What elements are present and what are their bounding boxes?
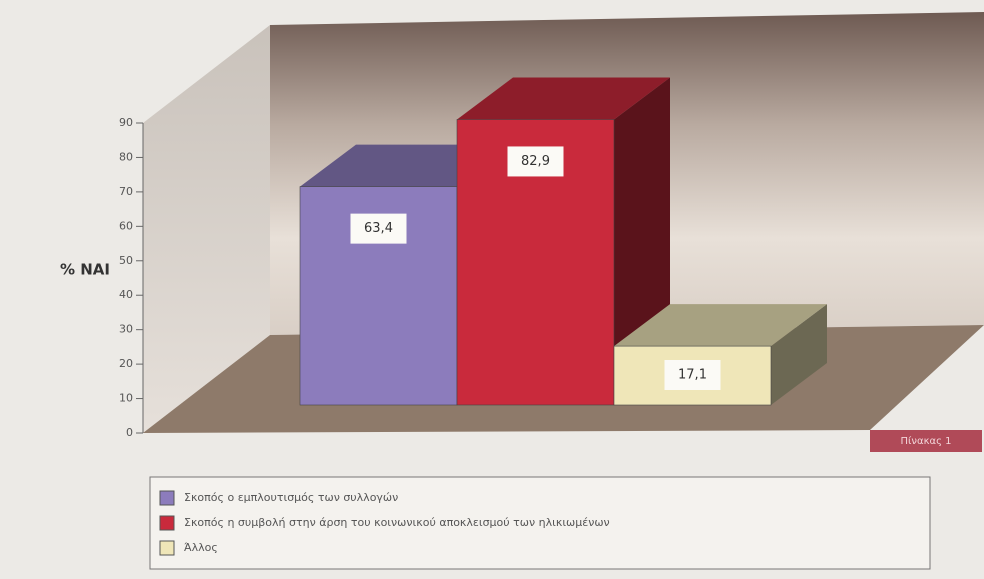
side-wall: [143, 25, 270, 433]
y-tick-label: 0: [126, 426, 133, 439]
value-label-box: [664, 360, 721, 390]
annotation: Πίνακας 1: [901, 435, 952, 447]
legend-swatch: [159, 515, 175, 531]
legend: [149, 476, 931, 570]
legend-swatch: [159, 540, 175, 556]
bar-side: [771, 304, 827, 405]
value-label: 17,1: [678, 368, 707, 383]
value-label-box: [507, 146, 564, 177]
legend-label: Σκοπός η συμβολή στην άρση του κοινωνικο…: [184, 516, 610, 529]
y-tick-label: 20: [119, 357, 133, 370]
y-tick-label: 90: [119, 116, 133, 129]
y-tick-label: 50: [119, 254, 133, 267]
value-label: 63,4: [364, 221, 393, 236]
y-tick-label: 70: [119, 185, 133, 198]
bar-top: [457, 77, 670, 120]
legend-label: Άλλος: [184, 541, 218, 554]
y-tick-label: 80: [119, 150, 133, 163]
y-tick-label: 30: [119, 323, 133, 336]
value-label-box: [350, 213, 407, 244]
y-axis-label: % ΝΑΙ: [60, 261, 110, 279]
legend-label: Σκοπός ο εμπλουτισμός των συλλογών: [184, 491, 398, 504]
y-tick-label: 40: [119, 288, 133, 301]
y-tick-label: 60: [119, 219, 133, 232]
annotation-box: [870, 430, 982, 452]
legend-swatch: [159, 490, 175, 506]
bar-top: [614, 304, 827, 347]
y-tick-label: 10: [119, 392, 133, 405]
value-label: 82,9: [521, 154, 550, 169]
